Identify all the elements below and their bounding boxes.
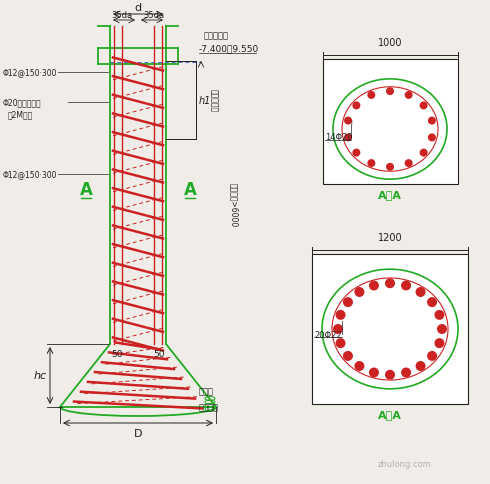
- Text: Φ12@150·300: Φ12@150·300: [3, 68, 57, 77]
- Text: D: D: [134, 428, 142, 438]
- Circle shape: [368, 160, 375, 168]
- Text: 50: 50: [111, 349, 123, 358]
- Bar: [312, 255, 468, 404]
- Circle shape: [385, 370, 395, 380]
- Circle shape: [386, 88, 394, 96]
- Text: zhulong.com: zhulong.com: [378, 459, 432, 469]
- Text: 14Φ20: 14Φ20: [325, 133, 353, 142]
- Text: A: A: [184, 181, 196, 198]
- Circle shape: [405, 160, 413, 168]
- Text: 35da: 35da: [144, 11, 165, 20]
- Circle shape: [401, 368, 411, 378]
- Circle shape: [352, 149, 360, 157]
- Circle shape: [369, 281, 379, 291]
- Circle shape: [354, 287, 365, 297]
- Bar: [323, 60, 458, 184]
- Circle shape: [427, 351, 437, 361]
- Text: 1000: 1000: [378, 38, 402, 48]
- Circle shape: [427, 298, 437, 307]
- Circle shape: [336, 338, 345, 348]
- Circle shape: [368, 91, 375, 100]
- Circle shape: [385, 279, 395, 288]
- Circle shape: [435, 338, 444, 348]
- Text: Φ12@150·300: Φ12@150·300: [3, 170, 57, 179]
- Text: d: d: [134, 3, 142, 13]
- Text: A－A: A－A: [378, 409, 402, 419]
- Text: 持力层: 持力层: [199, 387, 214, 396]
- Text: 加密笼入区: 加密笼入区: [210, 89, 219, 112]
- Circle shape: [354, 361, 365, 371]
- Circle shape: [435, 310, 444, 320]
- Text: 桦顶标高从: 桦顶标高从: [204, 31, 229, 40]
- Text: A－A: A－A: [378, 190, 402, 199]
- Circle shape: [437, 324, 447, 334]
- Circle shape: [343, 351, 353, 361]
- Text: 桦底标高: 桦底标高: [199, 403, 219, 412]
- Circle shape: [419, 149, 428, 157]
- Text: 50: 50: [153, 349, 165, 358]
- Text: 35da: 35da: [111, 11, 133, 20]
- Text: A: A: [79, 181, 93, 198]
- Text: -7.400＆9.550: -7.400＆9.550: [199, 44, 259, 53]
- Circle shape: [344, 134, 352, 142]
- Circle shape: [401, 281, 411, 291]
- Text: h1: h1: [199, 96, 211, 106]
- Circle shape: [343, 298, 353, 307]
- Text: 20Φ22: 20Φ22: [314, 330, 342, 339]
- Circle shape: [428, 134, 436, 142]
- Circle shape: [416, 361, 425, 371]
- Circle shape: [419, 102, 428, 110]
- Circle shape: [405, 91, 413, 100]
- Text: 段桦长度>6000: 段桦长度>6000: [229, 182, 239, 227]
- Circle shape: [333, 324, 343, 334]
- Circle shape: [352, 102, 360, 110]
- Text: 每2M一道: 每2M一道: [8, 110, 33, 119]
- Text: 1200: 1200: [378, 232, 402, 242]
- Text: Φ20焊接加强筐: Φ20焊接加强筐: [3, 98, 42, 107]
- Text: hc: hc: [34, 371, 47, 381]
- Circle shape: [386, 164, 394, 171]
- Circle shape: [428, 117, 436, 125]
- Circle shape: [344, 117, 352, 125]
- Circle shape: [416, 287, 425, 297]
- Circle shape: [336, 310, 345, 320]
- Circle shape: [369, 368, 379, 378]
